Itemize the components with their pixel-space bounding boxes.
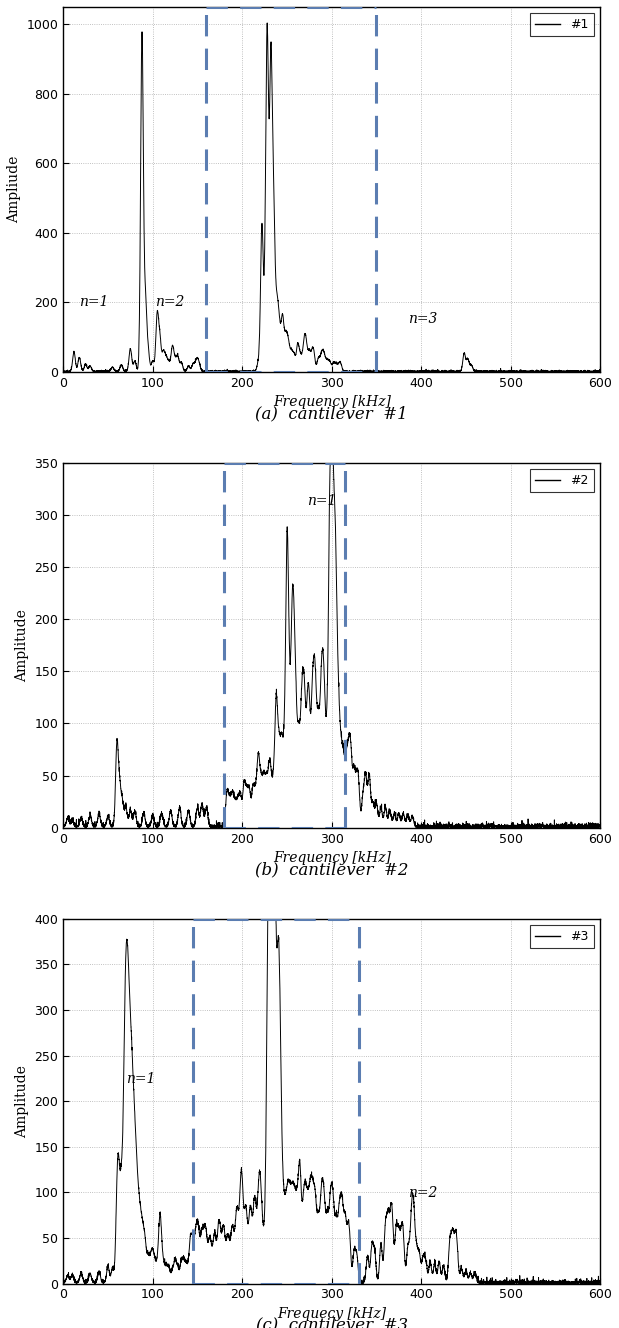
Text: (b)  cantilever  #2: (b) cantilever #2 bbox=[255, 861, 409, 878]
Legend: #2: #2 bbox=[530, 469, 594, 493]
Text: n=2: n=2 bbox=[155, 295, 185, 309]
Y-axis label: Amplitude: Amplitude bbox=[15, 608, 29, 681]
Text: n=1: n=1 bbox=[79, 295, 109, 309]
Text: n=1: n=1 bbox=[306, 494, 336, 507]
Text: n=2: n=2 bbox=[408, 1186, 437, 1201]
Y-axis label: Amplitude: Amplitude bbox=[15, 1065, 29, 1138]
X-axis label: Frequency [kHz]: Frequency [kHz] bbox=[273, 851, 391, 865]
Text: n=1: n=1 bbox=[126, 1072, 155, 1086]
Y-axis label: Ampliude: Ampliude bbox=[7, 155, 21, 223]
Text: (a)  cantilever  #1: (a) cantilever #1 bbox=[255, 405, 408, 422]
X-axis label: Frequency [kHz]: Frequency [kHz] bbox=[273, 396, 391, 409]
Legend: #3: #3 bbox=[530, 926, 594, 948]
X-axis label: Frequecy [kHz]: Frequecy [kHz] bbox=[277, 1307, 386, 1321]
Text: (c)  cantilever  #3: (c) cantilever #3 bbox=[256, 1317, 408, 1328]
Legend: #1: #1 bbox=[530, 13, 594, 36]
Text: n=3: n=3 bbox=[408, 312, 437, 327]
